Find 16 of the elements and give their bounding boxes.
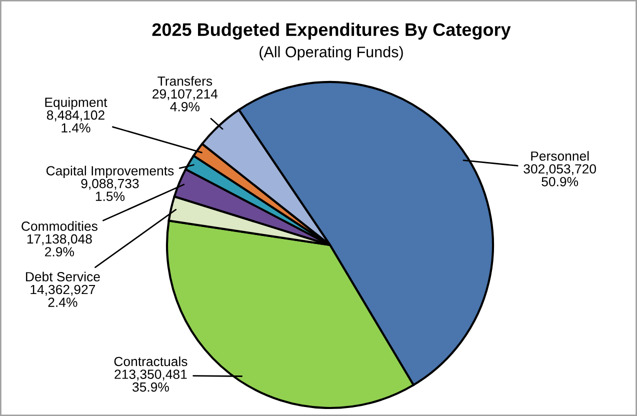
- slice-label: Capital Improvements: [46, 166, 174, 178]
- slice-label: Contractuals: [114, 356, 188, 366]
- data-label: 302,053,720 50.9%: [524, 164, 596, 186]
- slice-label: Debt Service: [26, 272, 100, 282]
- data-label: 213,350,481 35.9%: [114, 370, 187, 392]
- data-label: 14,362,927 2.4%: [30, 284, 96, 307]
- data-label: 8,484,102 1.4%: [46, 110, 104, 132]
- data-label: 9,088,733 1.5%: [81, 178, 139, 202]
- chart-title: 2025 Budgeted Expenditures By Category: [152, 22, 511, 40]
- data-label: 17,138,048 2.9%: [27, 234, 92, 256]
- chart-subtitle: (All Operating Funds): [260, 46, 403, 60]
- slice-label: Transfers: [158, 76, 212, 86]
- data-label: 29,107,214 4.9%: [152, 89, 218, 112]
- slice-label: Commodities: [22, 221, 98, 231]
- slice-label: Equipment: [45, 97, 108, 110]
- slice-label: Personnel: [531, 151, 589, 161]
